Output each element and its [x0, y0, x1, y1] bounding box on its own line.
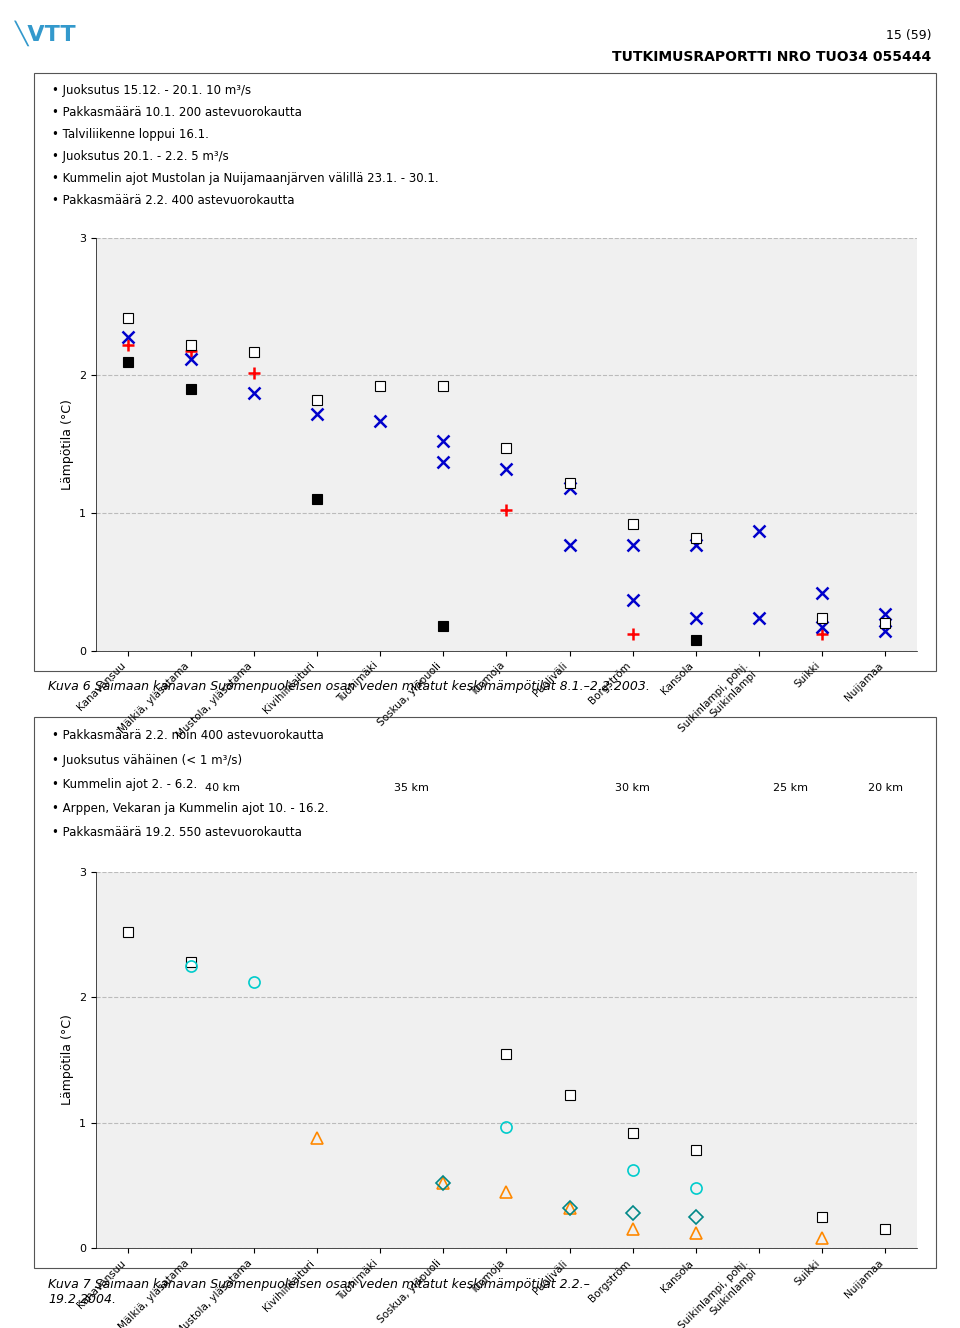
Text: • Kummelin ajot Mustolan ja Nuijamaanjärven välillä 23.1. - 30.1.: • Kummelin ajot Mustolan ja Nuijamaanjär…: [52, 171, 439, 185]
Text: • Juoksutus 15.12. - 20.1. 10 m³/s: • Juoksutus 15.12. - 20.1. 10 m³/s: [52, 84, 252, 97]
Text: • Pakkasmäärä 19.2. 550 astevuorokautta: • Pakkasmäärä 19.2. 550 astevuorokautta: [52, 826, 301, 839]
Text: • Pakkasmäärä 2.2. noin 400 astevuorokautta: • Pakkasmäärä 2.2. noin 400 astevuorokau…: [52, 729, 324, 742]
Text: • Talviliikenne loppui 16.1.: • Talviliikenne loppui 16.1.: [52, 127, 209, 141]
Text: Kuva 7 Saimaan kanavan Suomenpuoleisen osan veden mitatut keskimämpötilat 2.2.–
: Kuva 7 Saimaan kanavan Suomenpuoleisen o…: [48, 1278, 589, 1305]
Text: • Pakkasmäärä 2.2. 400 astevuorokautta: • Pakkasmäärä 2.2. 400 astevuorokautta: [52, 194, 295, 207]
Text: • Pakkasmäärä 10.1. 200 astevuorokautta: • Pakkasmäärä 10.1. 200 astevuorokautta: [52, 106, 301, 120]
Text: • Kummelin ajot 2. - 6.2.: • Kummelin ajot 2. - 6.2.: [52, 778, 198, 791]
Text: ╲VTT: ╲VTT: [15, 20, 77, 46]
Text: 15 (59): 15 (59): [886, 29, 931, 42]
Y-axis label: Lämpötila (°C): Lämpötila (°C): [60, 398, 74, 490]
Text: Kuva 6 Saimaan kanavan Suomenpuoleisen osan veden mitatut keskimämpötilat 8.1.–2: Kuva 6 Saimaan kanavan Suomenpuoleisen o…: [48, 680, 650, 693]
Text: • Arppen, Vekaran ja Kummelin ajot 10. - 16.2.: • Arppen, Vekaran ja Kummelin ajot 10. -…: [52, 802, 328, 815]
Text: • Juoksutus vähäinen (< 1 m³/s): • Juoksutus vähäinen (< 1 m³/s): [52, 753, 242, 766]
Text: TUTKIMUSRAPORTTI NRO TUO34 055444: TUTKIMUSRAPORTTI NRO TUO34 055444: [612, 50, 931, 65]
Y-axis label: Lämpötila (°C): Lämpötila (°C): [60, 1015, 74, 1105]
Text: • Juoksutus 20.1. - 2.2. 5 m³/s: • Juoksutus 20.1. - 2.2. 5 m³/s: [52, 150, 228, 163]
